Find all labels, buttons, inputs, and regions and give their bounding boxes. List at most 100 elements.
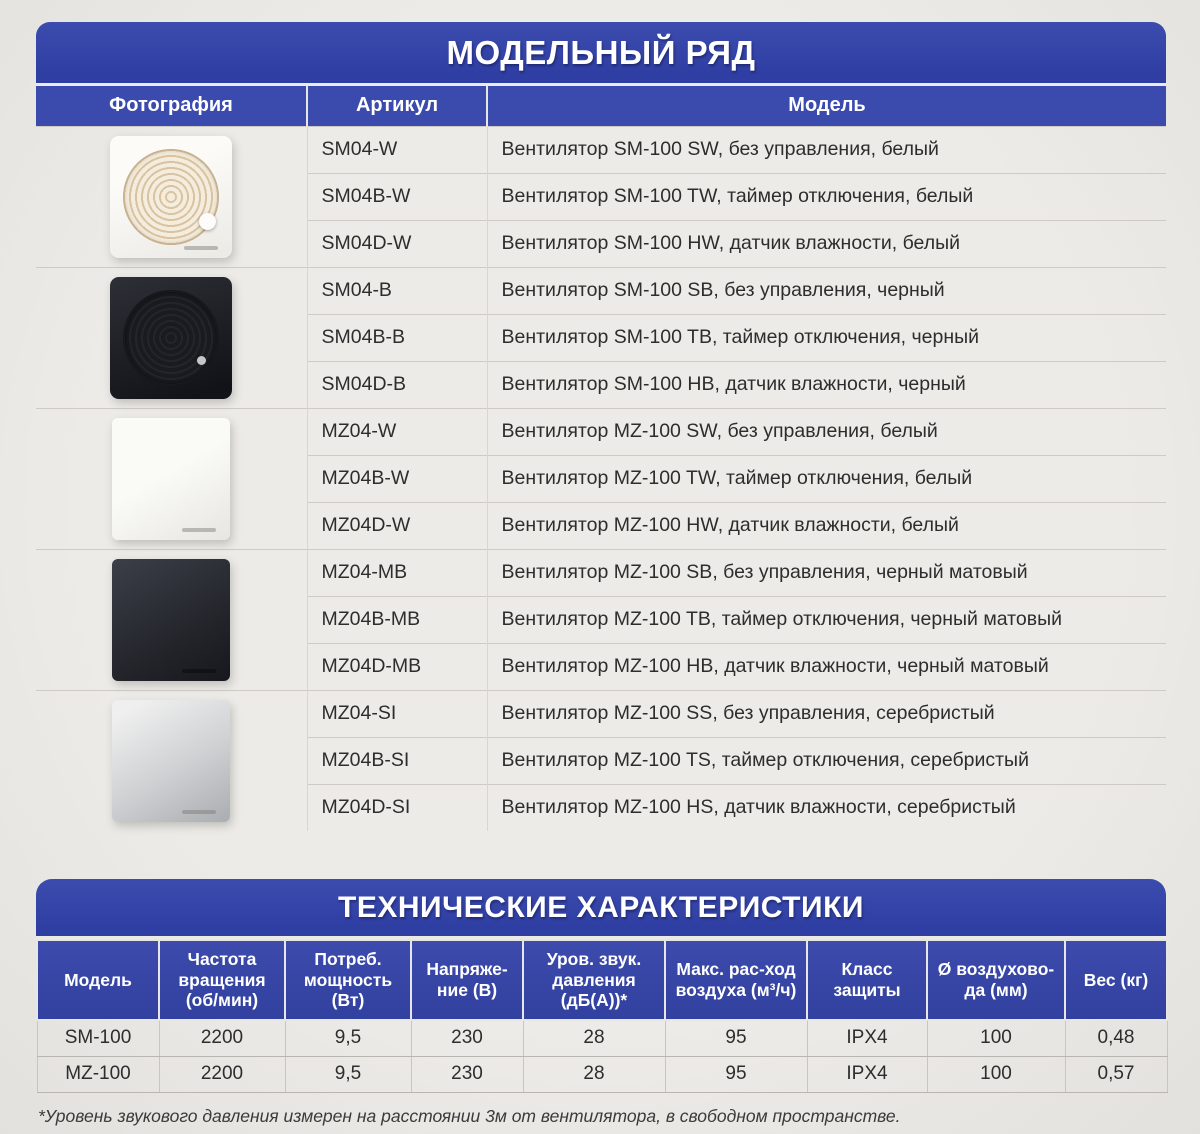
spec-cell: 100 bbox=[926, 1055, 1066, 1093]
spec-cell: IPX4 bbox=[806, 1055, 928, 1093]
table-row: SM-100 2200 9,5 230 28 95 IPX4 100 0,48 bbox=[36, 1019, 1168, 1057]
article-cell: MZ04D-SI bbox=[307, 783, 488, 831]
brand-mark bbox=[182, 809, 217, 814]
model-range-title: МОДЕЛЬНЫЙ РЯД bbox=[36, 22, 1166, 86]
table-row: SM04B-W Вентилятор SM-100 TW, таймер отк… bbox=[36, 172, 1166, 220]
model-cell: Вентилятор MZ-100 TS, таймер отключения,… bbox=[487, 736, 1166, 784]
article-cell: MZ04B-W bbox=[307, 454, 488, 502]
column-header-duct-diameter: Ø воздухово-да (мм) bbox=[926, 939, 1066, 1021]
table-row: SM04D-B Вентилятор SM-100 HB, датчик вла… bbox=[36, 360, 1166, 408]
model-cell: Вентилятор MZ-100 SS, без управления, се… bbox=[487, 689, 1166, 737]
model-cell: Вентилятор MZ-100 SB, без управления, че… bbox=[487, 548, 1166, 596]
spec-cell: 28 bbox=[522, 1019, 666, 1057]
model-range-header-row: Фотография Артикул Модель bbox=[36, 86, 1166, 126]
table-row: MZ04D-SI Вентилятор MZ-100 HS, датчик вл… bbox=[36, 783, 1166, 831]
article-cell: SM04B-W bbox=[307, 172, 488, 220]
brand-mark bbox=[182, 527, 217, 532]
table-row: MZ04D-MB Вентилятор MZ-100 HB, датчик вл… bbox=[36, 642, 1166, 690]
sound-level-footnote: *Уровень звукового давления измерен на р… bbox=[38, 1105, 901, 1126]
black-round-fan-image bbox=[110, 276, 233, 399]
spec-cell: 0,48 bbox=[1064, 1019, 1168, 1057]
column-header-model: Модель bbox=[36, 939, 160, 1021]
column-header-sound-level: Уров. звук. давления (дБ(А))* bbox=[522, 939, 666, 1021]
light-glint bbox=[197, 355, 207, 365]
table-row: MZ04-MB Вентилятор MZ-100 SB, без управл… bbox=[36, 548, 1166, 690]
tech-specs-title: ТЕХНИЧЕСКИЕ ХАРАКТЕРИСТИКИ bbox=[36, 879, 1166, 939]
model-cell: Вентилятор MZ-100 TW, таймер отключения,… bbox=[487, 454, 1166, 502]
spec-cell: 28 bbox=[522, 1055, 666, 1093]
model-cell: Вентилятор SM-100 HB, датчик влажности, … bbox=[487, 360, 1166, 408]
fan-grille bbox=[123, 289, 220, 386]
table-row: SM04-B Вентилятор SM-100 SB, без управле… bbox=[36, 266, 1166, 408]
table-row: MZ04D-W Вентилятор MZ-100 HW, датчик вла… bbox=[36, 501, 1166, 549]
spec-cell: MZ-100 bbox=[36, 1055, 160, 1093]
table-row: MZ04B-MB Вентилятор MZ-100 TB, таймер от… bbox=[36, 595, 1166, 643]
article-cell: MZ04-MB bbox=[307, 548, 488, 596]
model-cell: Вентилятор SM-100 HW, датчик влажности, … bbox=[487, 219, 1166, 267]
model-range-section: МОДЕЛЬНЫЙ РЯД Фотография Артикул Модель bbox=[36, 22, 1166, 831]
article-cell: SM04D-B bbox=[307, 360, 488, 408]
spec-cell: SM-100 bbox=[36, 1019, 160, 1057]
article-cell: SM04D-W bbox=[307, 219, 488, 267]
model-cell: Вентилятор MZ-100 HW, датчик влажности, … bbox=[487, 501, 1166, 549]
spec-cell: 2200 bbox=[158, 1019, 286, 1057]
spec-cell: 230 bbox=[410, 1019, 524, 1057]
column-header-model: Модель bbox=[486, 86, 1166, 126]
tech-specs-table: Модель Частота вращения (об/мин) Потреб.… bbox=[36, 939, 1168, 1093]
article-cell: SM04-B bbox=[307, 266, 488, 314]
spec-cell: 2200 bbox=[158, 1055, 286, 1093]
article-cell: MZ04B-MB bbox=[307, 595, 488, 643]
model-cell: Вентилятор MZ-100 SW, без управления, бе… bbox=[487, 407, 1166, 455]
product-photo-white-round-fan bbox=[36, 125, 308, 267]
column-header-voltage: Напряже-ние (В) bbox=[410, 939, 524, 1021]
model-cell: Вентилятор SM-100 TB, таймер отключения,… bbox=[487, 313, 1166, 361]
column-header-airflow: Макс. рас-ход воздуха (м³/ч) bbox=[664, 939, 808, 1021]
table-row: MZ04-W Вентилятор MZ-100 SW, без управле… bbox=[36, 407, 1166, 549]
product-photo-silver-flat-fan bbox=[36, 689, 308, 831]
column-header-rotation-speed: Частота вращения (об/мин) bbox=[158, 939, 286, 1021]
table-row: SM04B-B Вентилятор SM-100 TB, таймер отк… bbox=[36, 313, 1166, 361]
table-row: MZ04B-W Вентилятор MZ-100 TW, таймер отк… bbox=[36, 454, 1166, 502]
fan-grille bbox=[123, 148, 220, 245]
spec-cell: 0,57 bbox=[1064, 1055, 1168, 1093]
article-cell: MZ04-SI bbox=[307, 689, 488, 737]
spec-cell: 230 bbox=[410, 1055, 524, 1093]
model-cell: Вентилятор SM-100 SW, без управления, бе… bbox=[487, 125, 1166, 173]
article-cell: SM04B-B bbox=[307, 313, 488, 361]
spec-cell: 95 bbox=[664, 1055, 808, 1093]
table-row: MZ04-SI Вентилятор MZ-100 SS, без управл… bbox=[36, 689, 1166, 831]
model-cell: Вентилятор MZ-100 HB, датчик влажности, … bbox=[487, 642, 1166, 690]
column-header-article: Артикул bbox=[306, 86, 487, 126]
column-header-photo: Фотография bbox=[36, 86, 307, 126]
silver-flat-fan-image bbox=[112, 699, 231, 822]
spec-cell: 95 bbox=[664, 1019, 808, 1057]
spec-cell: 9,5 bbox=[284, 1019, 412, 1057]
model-cell: Вентилятор MZ-100 HS, датчик влажности, … bbox=[487, 783, 1166, 831]
product-photo-white-flat-fan bbox=[36, 407, 308, 549]
article-cell: MZ04B-SI bbox=[307, 736, 488, 784]
column-header-weight: Вес (кг) bbox=[1064, 939, 1168, 1021]
column-header-power: Потреб. мощность (Вт) bbox=[284, 939, 412, 1021]
model-cell: Вентилятор SM-100 SB, без управления, че… bbox=[487, 266, 1166, 314]
column-header-protection-class: Класс защиты bbox=[806, 939, 928, 1021]
table-row: MZ04B-SI Вентилятор MZ-100 TS, таймер от… bbox=[36, 736, 1166, 784]
black-matte-flat-fan-image bbox=[112, 558, 231, 681]
article-cell: MZ04D-W bbox=[307, 501, 488, 549]
table-row: MZ-100 2200 9,5 230 28 95 IPX4 100 0,57 bbox=[36, 1055, 1168, 1093]
model-cell: Вентилятор SM-100 TW, таймер отключения,… bbox=[487, 172, 1166, 220]
spec-cell: IPX4 bbox=[806, 1019, 928, 1057]
model-range-table: Фотография Артикул Модель SM04-W bbox=[36, 86, 1166, 831]
spec-cell: 100 bbox=[926, 1019, 1066, 1057]
tech-specs-section: ТЕХНИЧЕСКИЕ ХАРАКТЕРИСТИКИ Модель Частот… bbox=[36, 879, 1168, 1127]
model-cell: Вентилятор MZ-100 TB, таймер отключения,… bbox=[487, 595, 1166, 643]
article-cell: MZ04D-MB bbox=[307, 642, 488, 690]
product-photo-black-matte-flat-fan bbox=[36, 548, 308, 690]
tech-specs-header-row: Модель Частота вращения (об/мин) Потреб.… bbox=[36, 939, 1168, 1021]
white-round-fan-image bbox=[110, 135, 233, 258]
fan-knob bbox=[199, 212, 217, 230]
spec-cell: 9,5 bbox=[284, 1055, 412, 1093]
table-row: SM04D-W Вентилятор SM-100 HW, датчик вла… bbox=[36, 219, 1166, 267]
article-cell: MZ04-W bbox=[307, 407, 488, 455]
product-photo-black-round-fan bbox=[36, 266, 308, 408]
